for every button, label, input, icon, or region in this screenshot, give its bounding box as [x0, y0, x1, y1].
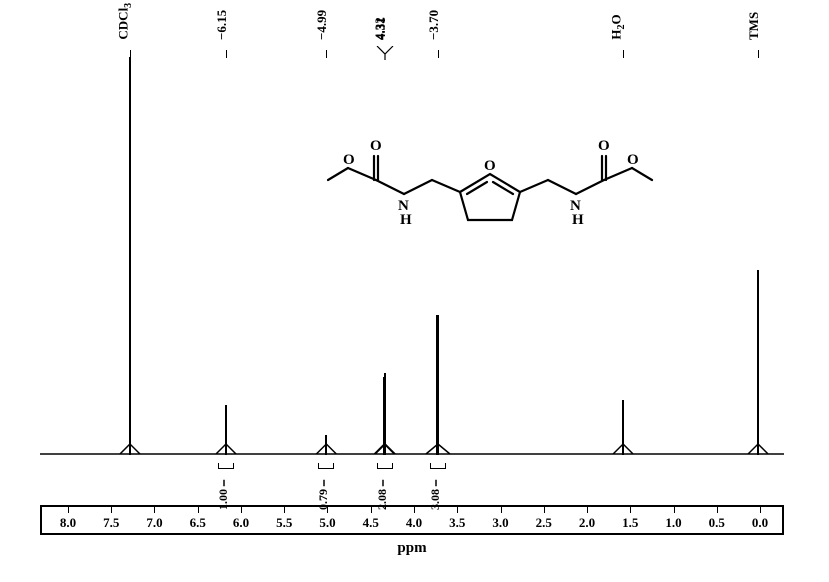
atom-O: O	[370, 138, 382, 154]
x-axis-tick-label: 4.5	[363, 515, 379, 531]
x-axis-tick	[544, 507, 545, 513]
peak-label-tick	[438, 50, 439, 58]
atom-H: H	[400, 212, 412, 228]
x-axis-tick	[111, 507, 112, 513]
peak-label: −4.99	[314, 10, 330, 40]
peak-label: −3.70	[426, 10, 442, 40]
atom-O: O	[598, 138, 610, 154]
atom-O: O	[343, 152, 355, 168]
atom-H: H	[572, 212, 584, 228]
x-axis-tick-label: 6.0	[233, 515, 249, 531]
peak-label: −6.15	[214, 10, 230, 40]
x-axis-tick-label: 2.5	[536, 515, 552, 531]
x-axis-tick	[587, 507, 588, 513]
x-axis-tick	[284, 507, 285, 513]
x-axis-tick-label: 8.0	[60, 515, 76, 531]
peak-label-tick	[226, 50, 227, 58]
x-axis-tick-label: 5.5	[276, 515, 292, 531]
atom-O: O	[484, 158, 496, 174]
integration-bracket	[218, 463, 234, 469]
x-axis-tick-label: 0.5	[709, 515, 725, 531]
x-axis-tick	[630, 507, 631, 513]
integration-bracket	[318, 463, 334, 469]
x-axis-tick	[501, 507, 502, 513]
x-axis-tick	[198, 507, 199, 513]
x-axis-title: ppm	[40, 540, 784, 557]
peak-label: H2O	[608, 15, 627, 40]
peak-label-branch	[373, 46, 397, 60]
x-axis-tick	[414, 507, 415, 513]
nmr-spectrum: CDCl3−6.15−4.994.324.31−3.70H2OTMS	[40, 10, 789, 562]
x-axis-tick-label: 0.0	[752, 515, 768, 531]
x-axis-tick	[760, 507, 761, 513]
peak-label: CDCl3	[115, 3, 134, 40]
x-axis-tick-label: 1.0	[665, 515, 681, 531]
x-axis-tick-label: 7.0	[146, 515, 162, 531]
atom-O: O	[627, 152, 639, 168]
integration-bracket	[430, 463, 446, 469]
x-axis-tick	[154, 507, 155, 513]
integration-bracket	[377, 463, 393, 469]
peak-labels-row: CDCl3−6.15−4.994.324.31−3.70H2OTMS	[40, 10, 789, 60]
spectrum-peak	[436, 315, 439, 455]
x-axis-tick-label: 7.5	[103, 515, 119, 531]
peak-label: TMS	[746, 12, 762, 40]
peak-label-tick	[326, 50, 327, 58]
spectrum-peak	[225, 405, 227, 455]
spectrum-peak	[384, 373, 386, 455]
x-axis-tick-label: 3.0	[492, 515, 508, 531]
x-axis-tick	[674, 507, 675, 513]
peak-label: 4.31	[373, 17, 389, 40]
molecule-inset: O O N H O N H O O	[320, 120, 660, 240]
integration-row: 1.00 ⎯0.79 ⎯2.08 ⎯3.08 ⎯	[40, 465, 784, 495]
spectrum-peak	[325, 435, 327, 455]
spectrum-peak	[757, 270, 759, 455]
peak-label-tick	[758, 50, 759, 58]
x-axis-tick-label: 4.0	[406, 515, 422, 531]
x-axis: 8.0 7.5 7.0 6.5 6.0 5.5 5.0 4.5 4.0 3.5 3.0 2.5 2.0 1…	[40, 505, 784, 535]
x-axis-tick-label: 2.0	[579, 515, 595, 531]
x-axis-tick-label: 1.5	[622, 515, 638, 531]
x-axis-tick	[717, 507, 718, 513]
molecule-svg: O O N H O N H O O	[320, 120, 660, 240]
x-axis-tick-label: 3.5	[449, 515, 465, 531]
spectrum-peak	[129, 57, 131, 455]
x-axis-tick	[457, 507, 458, 513]
x-axis-tick-label: 6.5	[190, 515, 206, 531]
x-axis-tick	[241, 507, 242, 513]
peak-label-tick	[623, 50, 624, 58]
spectrum-peak	[622, 400, 624, 455]
x-axis-tick	[68, 507, 69, 513]
x-axis-tick	[327, 507, 328, 513]
x-axis-tick	[371, 507, 372, 513]
x-axis-tick-label: 5.0	[319, 515, 335, 531]
